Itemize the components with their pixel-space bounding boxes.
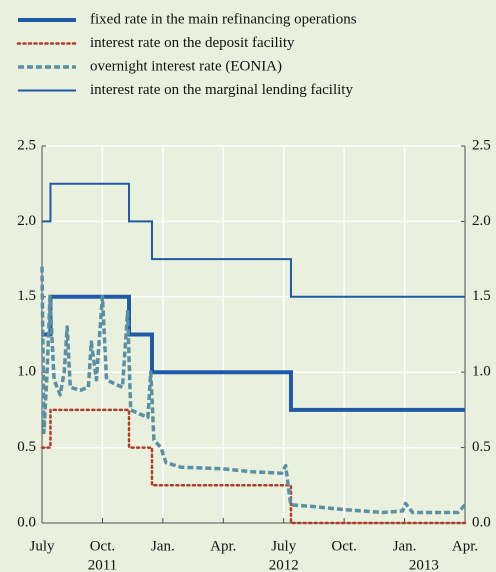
- plot-area: [42, 146, 465, 523]
- x-tick-label: Oct.: [90, 538, 115, 554]
- y2-tick-label: 0.0: [472, 514, 491, 530]
- y-tick-label: 2.5: [17, 137, 36, 153]
- y2-tick-label: 0.5: [472, 439, 491, 455]
- series-line: [40, 266, 467, 515]
- x-year-label: 2011: [88, 557, 117, 572]
- y-tick-label: 0.0: [17, 514, 36, 530]
- x-tick-label: Apr.: [210, 538, 236, 554]
- x-year-label: 2013: [409, 557, 439, 572]
- series-line: [40, 408, 467, 525]
- y-tick-label: 2.0: [17, 213, 36, 229]
- y2-tick-label: 2.0: [472, 213, 491, 229]
- y-tick-label: 0.5: [17, 439, 36, 455]
- x-tick-label: Oct.: [331, 538, 356, 554]
- y2-tick-label: 1.0: [472, 364, 491, 380]
- x-tick-label: July: [271, 538, 297, 554]
- legend-label: fixed rate in the main refinancing opera…: [90, 11, 357, 27]
- x-year-label: 2012: [269, 557, 299, 572]
- x-tick-label: July: [29, 538, 55, 554]
- y-tick-label: 1.5: [17, 288, 36, 304]
- y-tick-label: 1.0: [17, 364, 36, 380]
- legend-label: interest rate on the marginal lending fa…: [90, 82, 353, 98]
- legend-label: interest rate on the deposit facility: [90, 35, 295, 51]
- series-line: [42, 182, 465, 298]
- legend-label: overnight interest rate (EONIA): [90, 58, 282, 74]
- x-tick-label: Jan.: [393, 538, 417, 554]
- x-tick-label: Jan.: [151, 538, 175, 554]
- y2-tick-label: 1.5: [472, 288, 491, 304]
- x-tick-label: Apr.: [452, 538, 478, 554]
- y2-tick-label: 2.5: [472, 137, 491, 153]
